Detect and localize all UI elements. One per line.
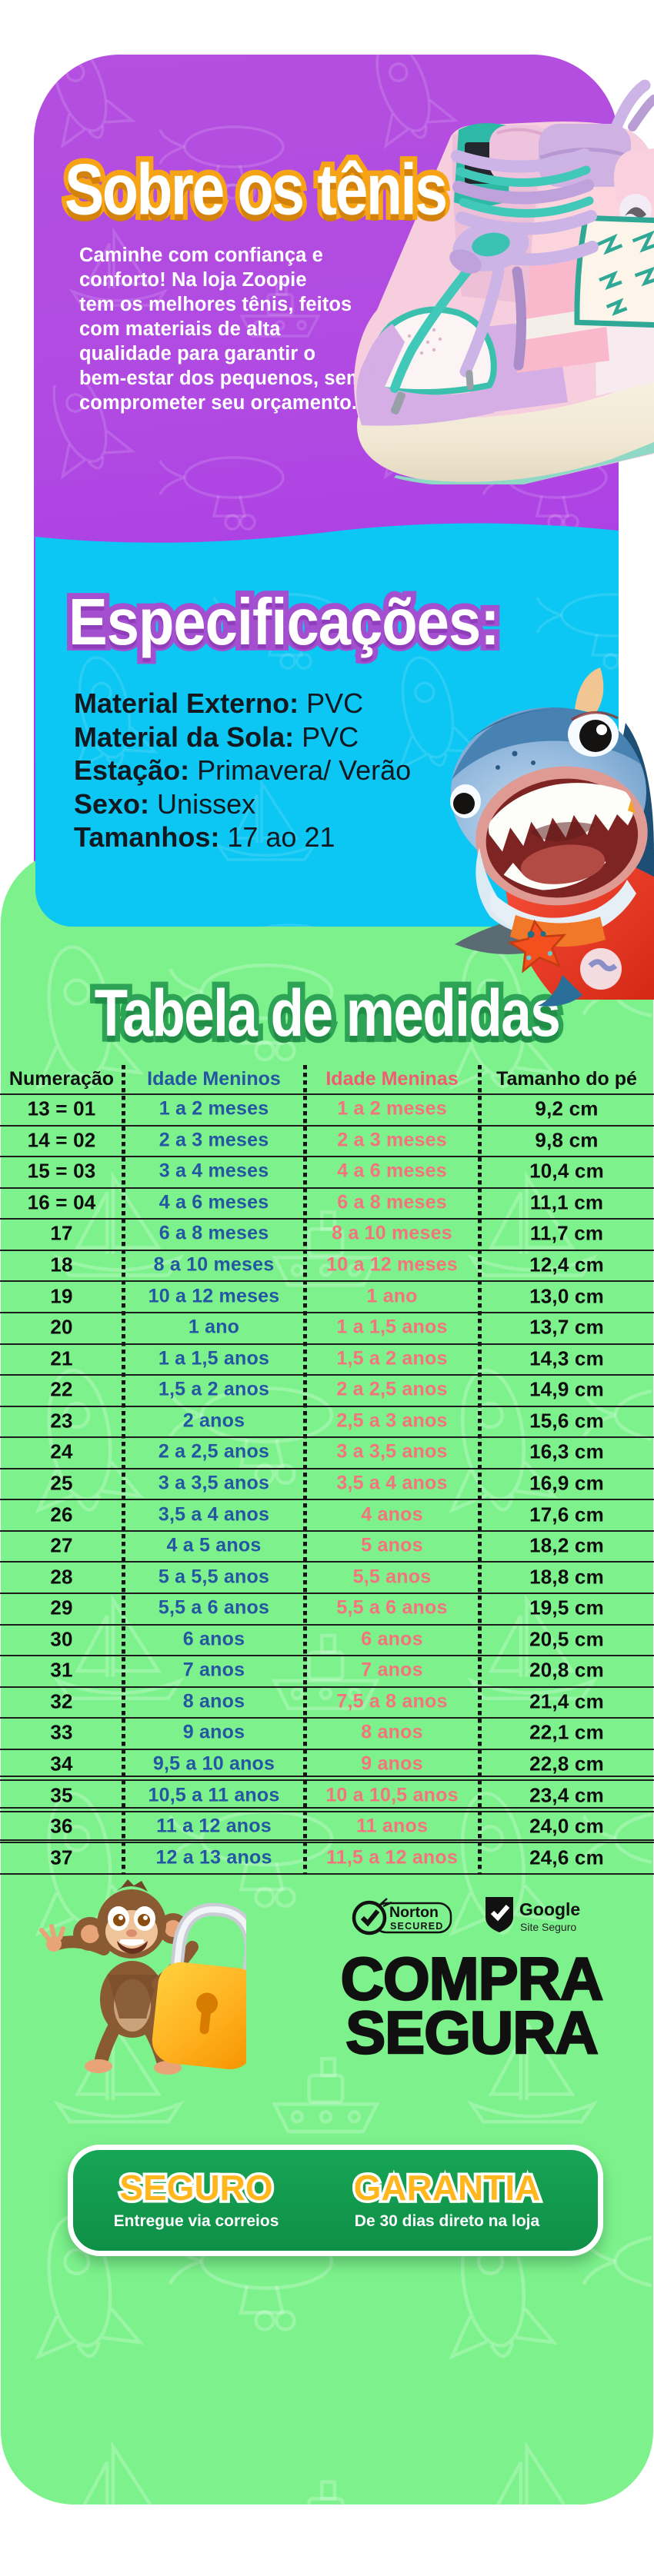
- svg-text:Site Seguro: Site Seguro: [520, 1921, 576, 1933]
- svg-text:SECURED: SECURED: [390, 1921, 444, 1932]
- svg-text:Google: Google: [519, 1899, 580, 1919]
- svg-text:Norton: Norton: [389, 1904, 439, 1921]
